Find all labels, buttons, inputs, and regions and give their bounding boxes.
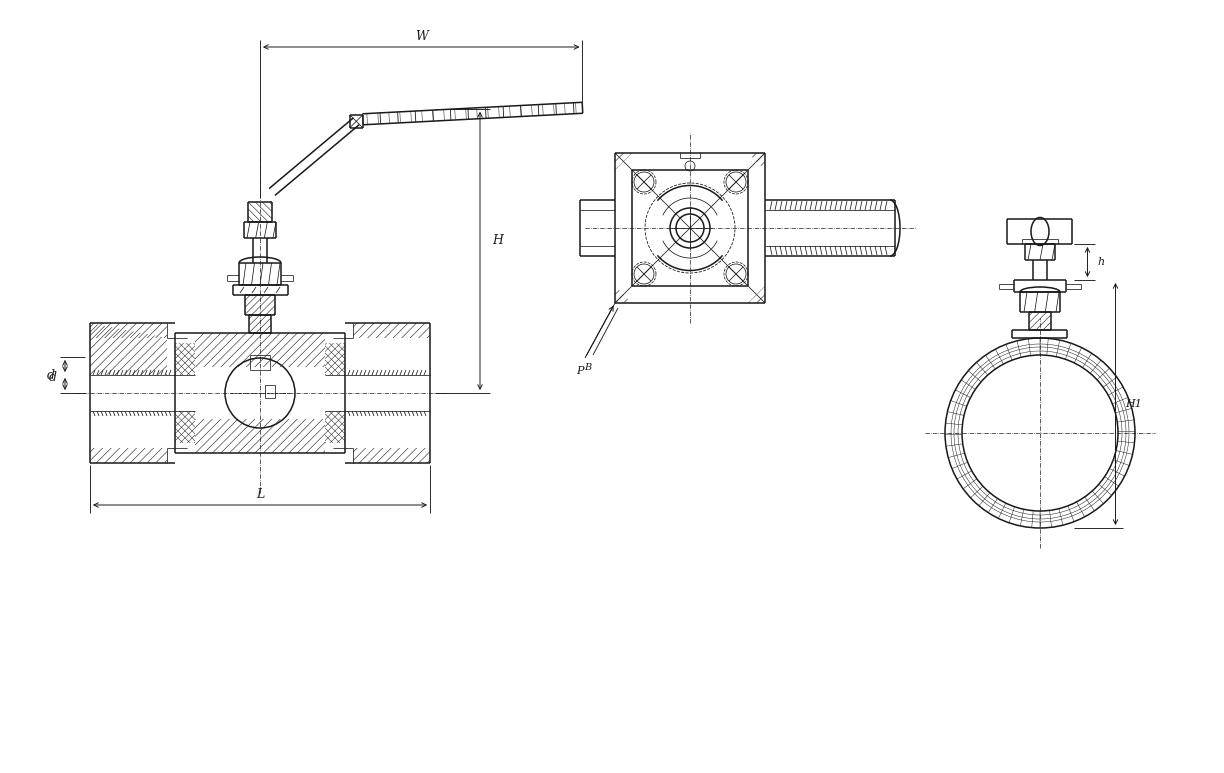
Text: P: P <box>577 366 584 376</box>
Text: h: h <box>1098 257 1104 267</box>
Text: d: d <box>49 371 58 384</box>
Text: H1: H1 <box>1126 399 1142 409</box>
Text: W: W <box>415 30 427 43</box>
Text: B: B <box>584 363 591 372</box>
Text: L: L <box>256 488 264 501</box>
Text: H: H <box>492 234 503 247</box>
Text: d: d <box>47 369 55 382</box>
